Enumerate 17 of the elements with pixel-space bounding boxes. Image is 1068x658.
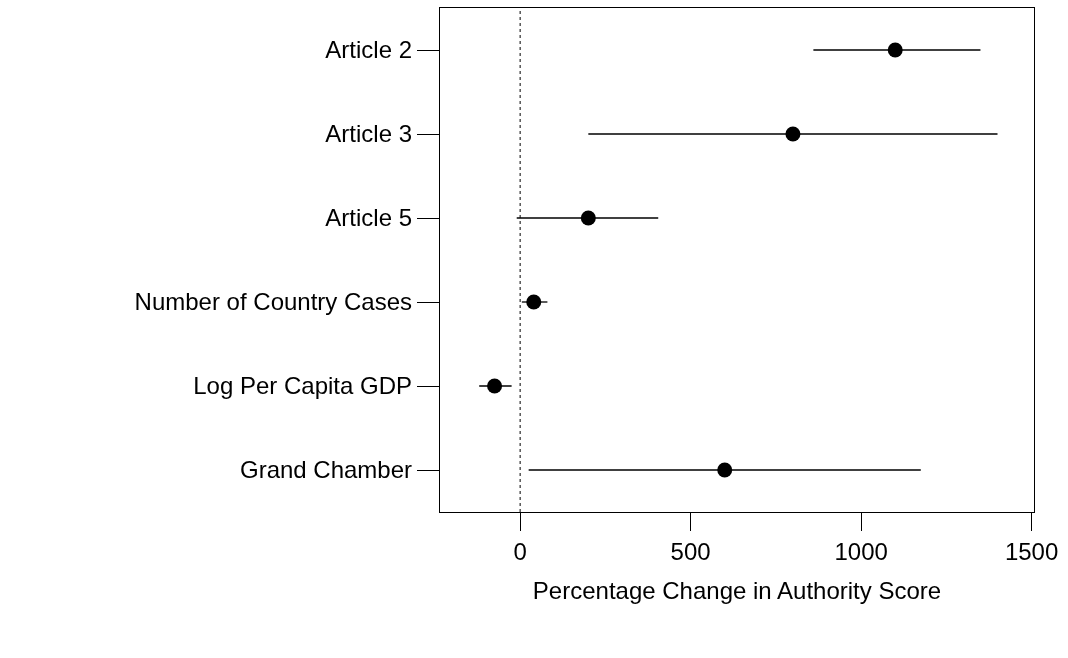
y-tick-label: Grand Chamber [239,456,413,484]
point [785,126,801,142]
x-tick-label: 0 [513,537,527,565]
point [887,42,903,58]
y-tick-label: Article 3 [325,120,413,148]
x-tick-label: 1500 [1004,537,1059,565]
point [717,462,733,478]
y-tick-label: Log Per Capita GDP [193,372,413,400]
x-axis-title: Percentage Change in Authority Score [532,577,942,605]
y-tick-label: Number of Country Cases [134,288,413,316]
x-tick-label: 500 [670,537,711,565]
point [526,294,542,310]
point [487,378,503,394]
y-tick-label: Article 2 [325,36,413,64]
point [580,210,596,226]
x-tick-label: 1000 [834,537,888,565]
y-tick-label: Article 5 [325,204,413,232]
